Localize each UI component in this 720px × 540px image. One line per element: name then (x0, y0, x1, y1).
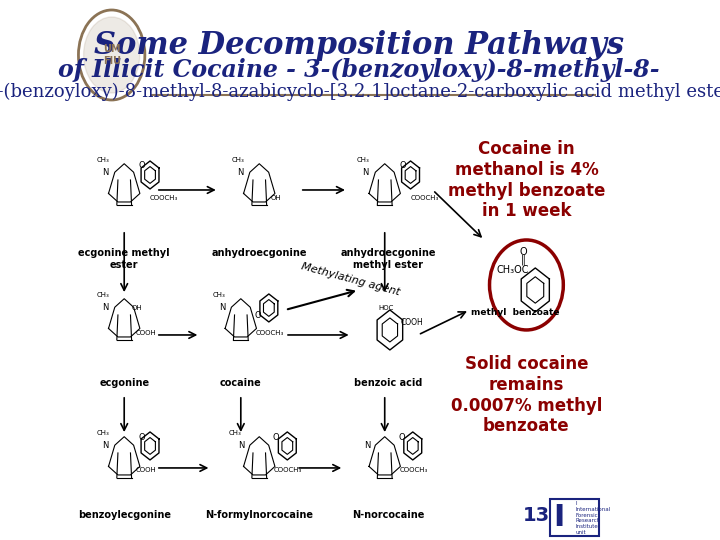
Text: COOCH₃: COOCH₃ (410, 195, 438, 201)
Text: UM
FIU: UM FIU (103, 44, 121, 66)
Text: N: N (219, 303, 225, 312)
Text: 13: 13 (523, 506, 549, 525)
Text: COOCH₃: COOCH₃ (400, 467, 428, 473)
Circle shape (84, 17, 140, 93)
Text: ecgonine: ecgonine (99, 378, 149, 388)
Text: O: O (254, 311, 261, 320)
Text: N: N (363, 168, 369, 177)
Text: CH₃OC: CH₃OC (497, 265, 529, 275)
Text: benzoic acid: benzoic acid (354, 378, 423, 388)
Text: N: N (237, 168, 243, 177)
Text: COOCH₃: COOCH₃ (150, 195, 179, 201)
Text: CH₃: CH₃ (96, 430, 109, 436)
Text: of Illicit Cocaine - 3-(benzoyloxy)-8-methyl-8-: of Illicit Cocaine - 3-(benzoyloxy)-8-me… (58, 58, 660, 82)
Text: ecgonine methyl
ester: ecgonine methyl ester (78, 248, 170, 269)
Text: N: N (102, 303, 109, 312)
Text: COOH: COOH (135, 330, 156, 336)
Text: Some Decomposition Pathways: Some Decomposition Pathways (94, 30, 624, 61)
Text: N-norcocaine: N-norcocaine (352, 510, 425, 520)
Text: CH₃: CH₃ (231, 157, 244, 163)
Text: N-formylnorcocaine: N-formylnorcocaine (205, 510, 313, 520)
Text: COOH: COOH (135, 467, 156, 473)
Text: COOH: COOH (401, 318, 423, 327)
Text: O: O (398, 433, 405, 442)
Text: O: O (273, 433, 279, 442)
Text: I
International
Forensic
Research
Institute
unit: I International Forensic Research Instit… (575, 501, 611, 535)
Text: OH: OH (270, 195, 281, 201)
Text: Methylating agent: Methylating agent (300, 261, 401, 297)
FancyBboxPatch shape (550, 499, 600, 536)
Text: I: I (553, 503, 564, 532)
Text: CH₃: CH₃ (96, 292, 109, 298)
Text: COOCH₃: COOCH₃ (256, 330, 284, 336)
Text: ‖: ‖ (521, 255, 526, 266)
Text: Solid cocaine
remains
0.0007% methyl
benzoate: Solid cocaine remains 0.0007% methyl ben… (451, 355, 602, 435)
Text: O: O (139, 161, 145, 170)
Text: O: O (400, 161, 406, 170)
Text: anhydroecgonine
methyl ester: anhydroecgonine methyl ester (341, 248, 436, 269)
Text: CH₃: CH₃ (356, 157, 369, 163)
Text: N: N (102, 441, 109, 450)
Text: N: N (238, 441, 245, 450)
Text: CH₃: CH₃ (96, 157, 109, 163)
Text: OH: OH (132, 305, 143, 311)
Text: COOCH₃: COOCH₃ (274, 467, 302, 473)
Text: O: O (139, 433, 145, 442)
Text: HOC: HOC (379, 305, 394, 311)
Text: Cocaine in
methanol is 4%
methyl benzoate
in 1 week: Cocaine in methanol is 4% methyl benzoat… (448, 140, 605, 220)
FancyBboxPatch shape (75, 100, 595, 535)
Text: benzoylecgonine: benzoylecgonine (78, 510, 171, 520)
Text: 3-(benzoyloxy)-8-methyl-8-azabicyclo-[3.2.1]octane-2-carboxylic acid methyl este: 3-(benzoyloxy)-8-methyl-8-azabicyclo-[3.… (0, 83, 720, 101)
Text: N: N (102, 168, 109, 177)
Text: CH₃: CH₃ (228, 430, 241, 436)
Text: N: N (364, 441, 370, 450)
Text: anhydroecgonine: anhydroecgonine (212, 248, 307, 258)
Text: O: O (519, 247, 526, 257)
Text: methyl  benzoate: methyl benzoate (471, 308, 559, 317)
Text: CH₃: CH₃ (213, 292, 225, 298)
Ellipse shape (490, 240, 563, 330)
Text: cocaine: cocaine (220, 378, 261, 388)
